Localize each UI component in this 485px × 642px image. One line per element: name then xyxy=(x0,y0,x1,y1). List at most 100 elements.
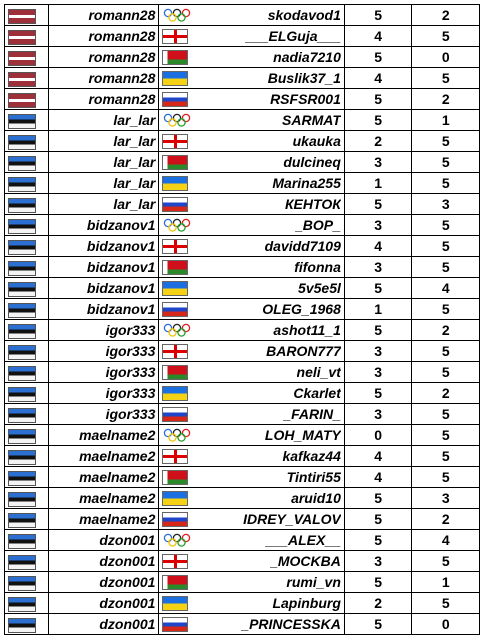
player-score: 4 xyxy=(343,235,413,257)
opponent-score: 2 xyxy=(411,4,480,26)
player-name: lar_lar xyxy=(47,172,160,194)
player-name: romann28 xyxy=(47,4,160,26)
opponent-cell: skodavod1 xyxy=(158,4,345,26)
table-row: lar_lar Marina255 1 5 xyxy=(4,172,480,194)
table-row: bidzanov1 fifonna 3 5 xyxy=(4,256,480,278)
russia-flag-icon xyxy=(162,91,189,107)
opponent-cell: davidd7109 xyxy=(158,235,345,257)
olympic-flag-icon xyxy=(162,322,191,338)
opponent-name: _PRINCESSKA xyxy=(241,616,341,632)
table-row: bidzanov1 davidd7109 4 5 xyxy=(4,235,480,257)
opponent-name: 5v5e5l xyxy=(298,280,341,296)
table-row: bidzanov1 _BOP_ 3 5 xyxy=(4,214,480,236)
estonia-flag-icon xyxy=(8,281,36,297)
estonia-flag-icon xyxy=(8,155,36,171)
opponent-cell: Tintiri55 xyxy=(158,466,345,488)
latvia-flag-icon xyxy=(8,92,36,108)
team-flag-cell xyxy=(4,361,49,383)
belarus-flag-icon xyxy=(162,49,189,65)
table-row: bidzanov1 5v5e5l 5 4 xyxy=(4,277,480,299)
team-flag-cell xyxy=(4,151,49,173)
opponent-score: 5 xyxy=(411,172,480,194)
olympic-rings-icon xyxy=(164,113,191,127)
opponent-name: ukauka xyxy=(292,133,341,149)
olympic-rings-icon xyxy=(164,218,191,232)
player-score: 5 xyxy=(343,88,413,110)
opponent-name: dulcineq xyxy=(283,154,341,170)
olympic-flag-icon xyxy=(162,532,191,548)
player-score: 3 xyxy=(343,214,413,236)
table-row: dzon001 _PRINCESSKA 5 0 xyxy=(4,613,480,635)
table-row: romann28 ___ELGuja___ 4 5 xyxy=(4,25,480,47)
table-row: maelname2 LOH_MATY 0 5 xyxy=(4,424,480,446)
player-name: bidzanov1 xyxy=(47,235,160,257)
table-row: dzon001 rumi_vn 5 1 xyxy=(4,571,480,593)
estonia-flag-icon xyxy=(8,512,36,528)
player-name: maelname2 xyxy=(47,424,160,446)
opponent-name: RSFSR001 xyxy=(270,91,341,107)
olympic-rings-icon xyxy=(164,323,191,337)
opponent-score: 5 xyxy=(411,550,480,572)
table-row: igor333 Ckarlet 5 2 xyxy=(4,382,480,404)
olympic-flag-icon xyxy=(162,7,191,23)
player-score: 5 xyxy=(343,193,413,215)
russia-flag-icon xyxy=(162,301,189,317)
table-row: dzon001 _MOCKBA 3 5 xyxy=(4,550,480,572)
table-row: dzon001 ___ALEX__ 5 4 xyxy=(4,529,480,551)
opponent-name: Marina255 xyxy=(272,175,341,191)
player-name: bidzanov1 xyxy=(47,256,160,278)
opponent-name: IDREY_VALOV xyxy=(243,511,341,527)
olympic-rings-icon xyxy=(164,428,191,442)
estonia-flag-icon xyxy=(8,302,36,318)
player-name: dzon001 xyxy=(47,613,160,635)
opponent-score: 0 xyxy=(411,613,480,635)
opponent-cell: Buslik37_1 xyxy=(158,67,345,89)
player-score: 5 xyxy=(343,529,413,551)
opponent-name: aruid10 xyxy=(291,490,341,506)
opponent-cell: _MOCKBA xyxy=(158,550,345,572)
table-row: lar_lar ukauka 2 5 xyxy=(4,130,480,152)
estonia-flag-icon xyxy=(8,554,36,570)
team-flag-cell xyxy=(4,256,49,278)
belarus-flag-icon xyxy=(162,154,189,170)
team-flag-cell xyxy=(4,466,49,488)
opponent-cell: ___ALEX__ xyxy=(158,529,345,551)
opponent-name: ___ALEX__ xyxy=(264,532,341,548)
player-name: igor333 xyxy=(47,382,160,404)
player-score: 5 xyxy=(343,508,413,530)
opponent-cell: OLEG_1968 xyxy=(158,298,345,320)
player-name: romann28 xyxy=(47,46,160,68)
player-score: 3 xyxy=(343,151,413,173)
player-name: romann28 xyxy=(47,25,160,47)
opponent-score: 3 xyxy=(411,487,480,509)
russia-flag-icon xyxy=(162,616,189,632)
player-name: maelname2 xyxy=(47,487,160,509)
team-flag-cell xyxy=(4,109,49,131)
opponent-name: ashot11_1 xyxy=(273,322,341,338)
olympic-flag-icon xyxy=(162,217,191,233)
player-score: 4 xyxy=(343,466,413,488)
olympic-rings-icon xyxy=(164,8,191,22)
player-name: igor333 xyxy=(47,319,160,341)
opponent-score: 5 xyxy=(411,256,480,278)
opponent-cell: LOH_MATY xyxy=(158,424,345,446)
team-flag-cell xyxy=(4,529,49,551)
opponent-score: 5 xyxy=(411,25,480,47)
player-name: bidzanov1 xyxy=(47,277,160,299)
player-name: romann28 xyxy=(47,67,160,89)
opponent-score: 5 xyxy=(411,67,480,89)
russia-flag-icon xyxy=(162,511,189,527)
opponent-score: 2 xyxy=(411,508,480,530)
opponent-score: 1 xyxy=(411,109,480,131)
table-row: romann28 nadia7210 5 0 xyxy=(4,46,480,68)
table-row: lar_lar КЕНТОК 5 3 xyxy=(4,193,480,215)
table-row: romann28 skodavod1 5 2 xyxy=(4,4,480,26)
ukraine-flag-icon xyxy=(162,175,189,191)
team-flag-cell xyxy=(4,25,49,47)
estonia-flag-icon xyxy=(8,491,36,507)
results-body: romann28 skodavod1 5 2 romann28 ___ELGuj… xyxy=(4,4,480,635)
player-name: lar_lar xyxy=(47,151,160,173)
georgia-flag-icon xyxy=(162,448,189,464)
opponent-name: _BOP_ xyxy=(294,217,341,233)
georgia-flag-icon xyxy=(162,28,189,44)
